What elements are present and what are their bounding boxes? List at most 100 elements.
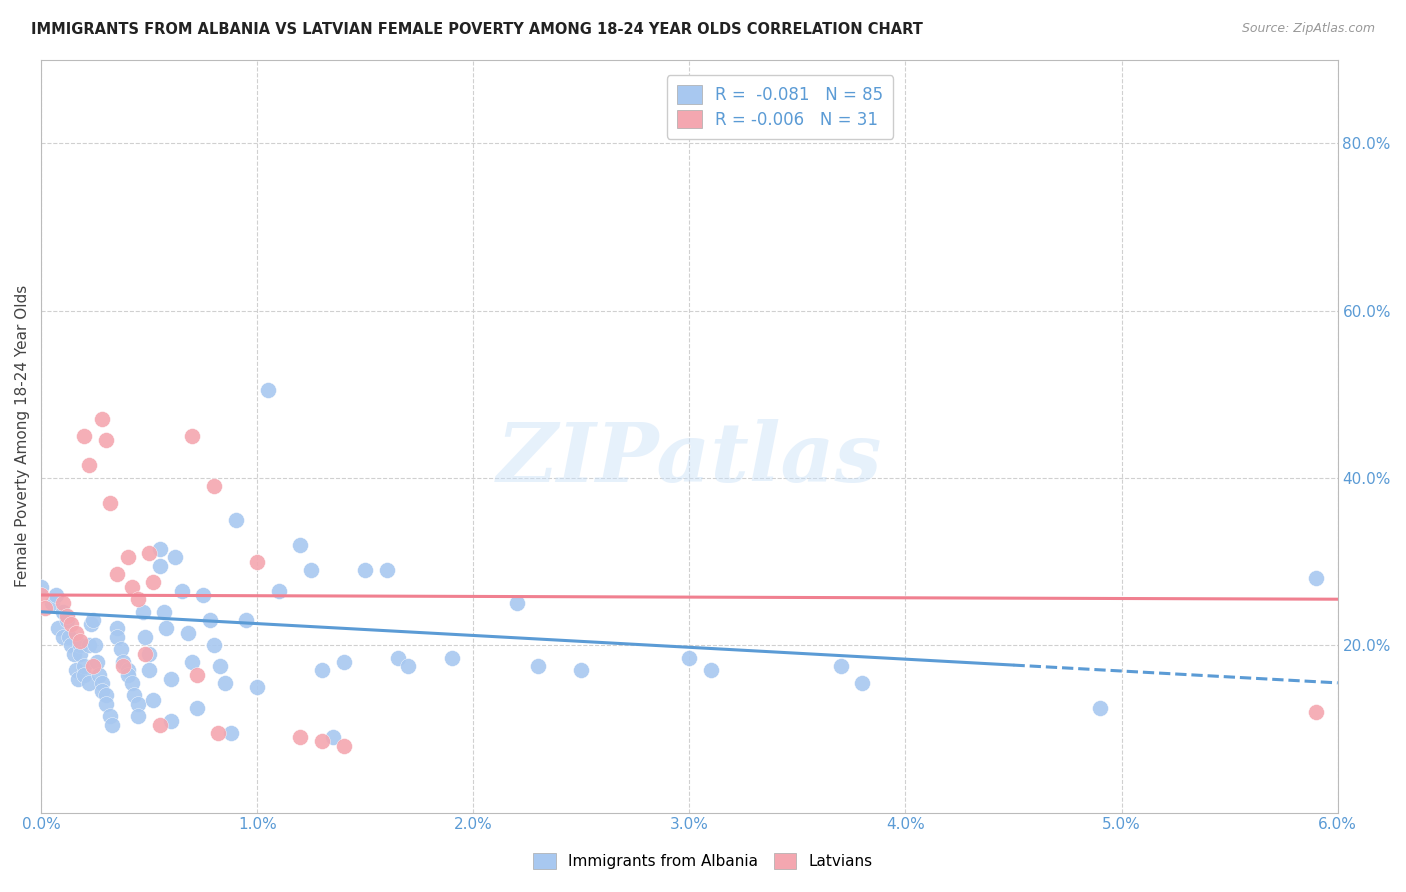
Point [830, 659, 852, 673]
Point [170, 583, 193, 598]
Point [105, 622, 128, 636]
Point [56, 609, 79, 624]
Point [121, 580, 143, 594]
Point [56, 613, 79, 627]
Point [214, 676, 236, 690]
Point [181, 655, 204, 669]
Point [94, 689, 117, 703]
Point [159, 672, 181, 686]
Point [138, 546, 160, 560]
Point [198, 613, 221, 627]
Point [1088, 701, 1111, 715]
Point [1305, 705, 1327, 719]
Point [80, 617, 103, 632]
Point [219, 726, 242, 740]
Text: IMMIGRANTS FROM ALBANIA VS LATVIAN FEMALE POVERTY AMONG 18-24 YEAR OLDS CORRELAT: IMMIGRANTS FROM ALBANIA VS LATVIAN FEMAL… [31, 22, 922, 37]
Point [142, 692, 165, 706]
Text: Source: ZipAtlas.com: Source: ZipAtlas.com [1241, 22, 1375, 36]
Point [127, 592, 149, 607]
Point [117, 663, 139, 677]
Point [202, 638, 225, 652]
Point [69, 647, 91, 661]
Point [34, 600, 56, 615]
Point [90, 684, 112, 698]
Point [52, 605, 75, 619]
Point [77, 676, 100, 690]
Point [311, 734, 333, 748]
Point [299, 563, 322, 577]
Point [332, 739, 354, 753]
Point [440, 650, 463, 665]
Point [235, 613, 257, 627]
Point [89, 667, 111, 681]
Point [112, 659, 135, 673]
Point [246, 680, 269, 694]
Point [332, 655, 354, 669]
Point [45, 588, 67, 602]
Point [48, 622, 70, 636]
Point [505, 596, 527, 610]
Point [105, 567, 128, 582]
Point [101, 717, 124, 731]
Point [207, 726, 229, 740]
Point [322, 731, 344, 745]
Point [142, 575, 165, 590]
Point [73, 429, 96, 443]
Point [186, 667, 208, 681]
Point [177, 625, 200, 640]
Point [181, 429, 204, 443]
Legend: Immigrants from Albania, Latvians: Immigrants from Albania, Latvians [527, 847, 879, 875]
Point [94, 434, 117, 448]
Point [225, 513, 247, 527]
Point [290, 731, 312, 745]
Point [60, 617, 83, 632]
Point [41, 596, 63, 610]
Point [94, 697, 117, 711]
Point [65, 663, 87, 677]
Point [387, 650, 409, 665]
Point [117, 667, 139, 681]
Point [127, 709, 149, 723]
Point [700, 663, 723, 677]
Point [52, 596, 75, 610]
Point [678, 650, 700, 665]
Point [398, 659, 420, 673]
Text: ZIPatlas: ZIPatlas [496, 418, 882, 499]
Y-axis label: Female Poverty Among 18-24 Year Olds: Female Poverty Among 18-24 Year Olds [15, 285, 30, 587]
Point [149, 558, 172, 573]
Point [30, 588, 52, 602]
Point [165, 550, 187, 565]
Point [851, 676, 873, 690]
Point [290, 538, 312, 552]
Point [105, 630, 128, 644]
Point [62, 647, 84, 661]
Point [66, 672, 89, 686]
Point [98, 496, 121, 510]
Point [202, 479, 225, 493]
Point [117, 550, 139, 565]
Point [127, 697, 149, 711]
Point [60, 638, 83, 652]
Point [246, 555, 269, 569]
Point [149, 717, 172, 731]
Point [159, 714, 181, 728]
Point [84, 638, 107, 652]
Point [58, 630, 80, 644]
Point [98, 709, 121, 723]
Point [153, 605, 176, 619]
Point [82, 659, 104, 673]
Point [155, 622, 177, 636]
Point [186, 701, 208, 715]
Point [375, 563, 398, 577]
Point [311, 663, 333, 677]
Point [1305, 571, 1327, 585]
Point [82, 613, 104, 627]
Legend: R =  -0.081   N = 85, R = -0.006   N = 31: R = -0.081 N = 85, R = -0.006 N = 31 [666, 76, 893, 138]
Point [193, 588, 215, 602]
Point [138, 647, 160, 661]
Point [90, 412, 112, 426]
Point [52, 630, 75, 644]
Point [73, 667, 96, 681]
Point [30, 580, 52, 594]
Point [149, 541, 172, 556]
